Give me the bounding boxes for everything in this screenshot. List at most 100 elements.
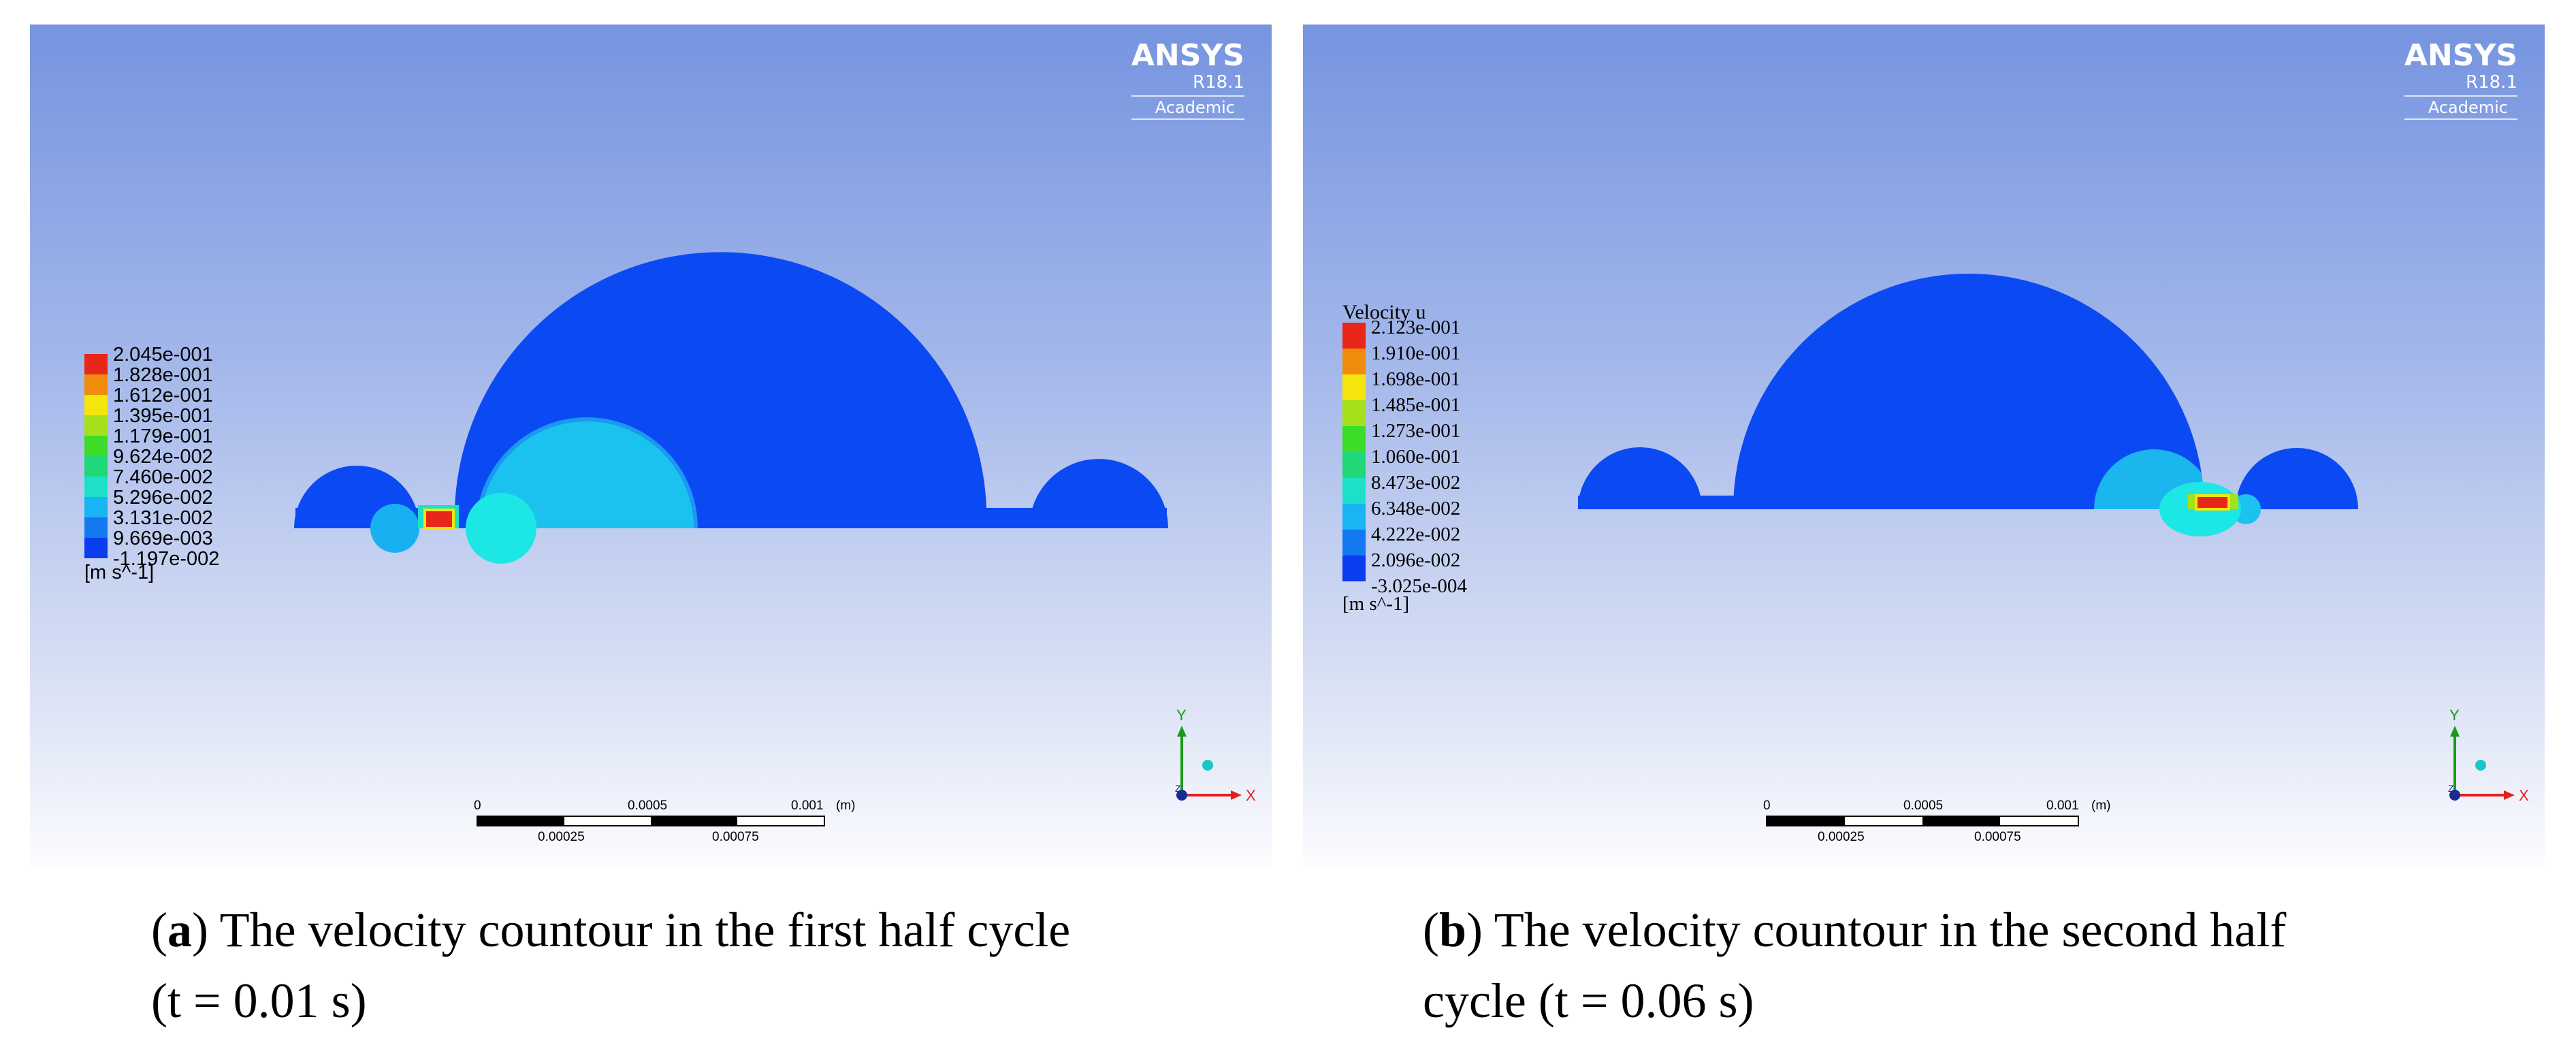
caption-letter: b (1438, 903, 1467, 957)
legend-label: 9.669e-003 (113, 528, 213, 549)
brand-name: ANSYS (2404, 38, 2517, 73)
right-small-dome (2236, 448, 2358, 509)
color-legend-a: 2.045e-001 1.828e-001 1.612e-001 1.395e-… (84, 344, 261, 590)
legend-label: -1.197e-002 (113, 548, 220, 570)
scale-bar-segment (737, 817, 824, 825)
legend-swatch (1342, 400, 1366, 426)
legend-swatch (1342, 323, 1366, 349)
legend-label: 2.096e-002 (1371, 549, 1461, 571)
caption-text: The velocity countour in the second half (1494, 903, 2287, 957)
legend-swatch (84, 436, 108, 456)
legend-label: 1.828e-001 (113, 364, 213, 386)
axis-z-label: Z (2448, 783, 2454, 794)
legend-title: Velocity u (1342, 301, 1426, 323)
legend-swatch (1342, 349, 1366, 374)
legend-swatch (84, 477, 108, 497)
legend-swatch (1342, 374, 1366, 400)
brand-edition: Academic (1131, 95, 1244, 120)
legend-swatch (1342, 426, 1366, 452)
legend-swatch (84, 517, 108, 538)
scale-label: 0.00025 (1818, 830, 1865, 844)
scale-bar-b: 0 0.0005 0.001 (m) 0.00025 0.00075 (1763, 799, 2188, 847)
axis-y-label: Y (2449, 707, 2460, 724)
legend-label: 1.179e-001 (113, 425, 213, 447)
legend-label: 7.460e-002 (113, 466, 213, 488)
brand-edition: Academic (2404, 95, 2517, 120)
scale-bar-segment (1767, 817, 1845, 825)
velocity-contour-plot-a (294, 252, 1168, 564)
actuator-hotspot (2195, 494, 2230, 511)
scale-label: 0 (1763, 799, 1771, 813)
legend-label: -3.025e-004 (1371, 575, 1467, 597)
legend-unit: [m s^-1] (1342, 593, 1410, 615)
legend-swatch (1342, 452, 1366, 478)
scale-bar-a: 0 0.0005 0.001 (m) 0.00025 0.00075 (474, 799, 899, 847)
velocity-plume-large (476, 417, 698, 528)
scale-label: 0.001 (2046, 799, 2079, 813)
legend-label: 1.273e-001 (1371, 420, 1461, 442)
legend-label: 1.612e-001 (113, 385, 213, 406)
axis-triad-icon (1176, 726, 1242, 801)
axis-y-label: Y (1176, 707, 1187, 724)
legend-label: 6.348e-002 (1371, 498, 1461, 519)
velocity-plume-cyan (466, 493, 536, 564)
legend-label: 2.045e-001 (113, 344, 213, 366)
scale-bar-segment (1845, 817, 1922, 825)
axis-triad-icon (2449, 726, 2515, 801)
legend-swatch (84, 538, 108, 558)
axis-x-label: X (2519, 787, 2529, 804)
legend-swatch (1342, 478, 1366, 504)
caption-text: The velocity countour in the first half … (219, 903, 1071, 957)
scale-label: (m) (836, 799, 856, 813)
legend-label: 3.131e-002 (113, 507, 213, 529)
legend-label: 1.060e-001 (1371, 446, 1461, 468)
caption-b: (b) The velocity countour in the second … (1423, 903, 2287, 1028)
caption-a: (a) The velocity countour in the first h… (151, 903, 1071, 1028)
scale-bar-track (1766, 816, 2079, 826)
scale-label: 0 (474, 799, 481, 813)
caption-text-line2: (t = 0.01 s) (151, 974, 367, 1028)
brand-version: R18.1 (2466, 72, 2517, 93)
scale-label: 0.0005 (1903, 799, 1944, 813)
brand-name: ANSYS (1131, 38, 1244, 73)
contour-panel-b: ANSYS R18.1 Academic Velocity u 2.123e-0… (1303, 25, 2545, 866)
legend-label: 8.473e-002 (1371, 472, 1461, 494)
scale-label: 0.00025 (538, 830, 585, 844)
scale-bar-segment (478, 817, 564, 825)
coordinate-triad-b: Y X Z (2434, 707, 2530, 809)
legend-label: 1.698e-001 (1371, 368, 1461, 390)
scale-label: (m) (2091, 799, 2111, 813)
scale-bar-segment (651, 817, 737, 825)
actuator-hotspot (423, 509, 455, 530)
velocity-plume-small-left (370, 504, 419, 553)
main-dome (1733, 274, 2204, 509)
legend-label: 5.296e-002 (113, 487, 213, 509)
scale-bar-segment (564, 817, 651, 825)
legend-label: 9.624e-002 (113, 446, 213, 468)
legend-swatch (84, 354, 108, 374)
scale-bar-segment (2000, 817, 2078, 825)
legend-swatch (1342, 504, 1366, 530)
color-legend-b: Velocity u 2.123e-001 1.910e-001 1.698e-… (1342, 302, 1519, 622)
legend-swatch (84, 395, 108, 415)
legend-label: 4.222e-002 (1371, 524, 1461, 545)
legend-label: 1.910e-001 (1371, 342, 1461, 364)
legend-label: 2.123e-001 (1371, 317, 1461, 338)
legend-swatch (1342, 556, 1366, 581)
legend-swatch (84, 456, 108, 477)
scale-label: 0.0005 (628, 799, 668, 813)
scale-label: 0.00075 (1974, 830, 2021, 844)
brand-version: R18.1 (1193, 72, 1244, 93)
ansys-logo: ANSYS R18.1 Academic (1131, 39, 1244, 120)
axis-x-label: X (1246, 787, 1256, 804)
legend-label: 1.395e-001 (113, 405, 213, 427)
legend-label: 1.485e-001 (1371, 394, 1461, 416)
contour-panel-a: ANSYS R18.1 Academic 2.045e-001 1.828e-0… (30, 25, 1272, 866)
left-small-dome (1578, 447, 1702, 509)
axis-z-label: Z (1175, 783, 1181, 794)
legend-swatch (1342, 530, 1366, 556)
velocity-contour-plot-b (1578, 274, 2358, 536)
legend-swatch (84, 415, 108, 436)
coordinate-triad-a: Y X Z (1161, 707, 1257, 809)
legend-swatch (84, 374, 108, 395)
